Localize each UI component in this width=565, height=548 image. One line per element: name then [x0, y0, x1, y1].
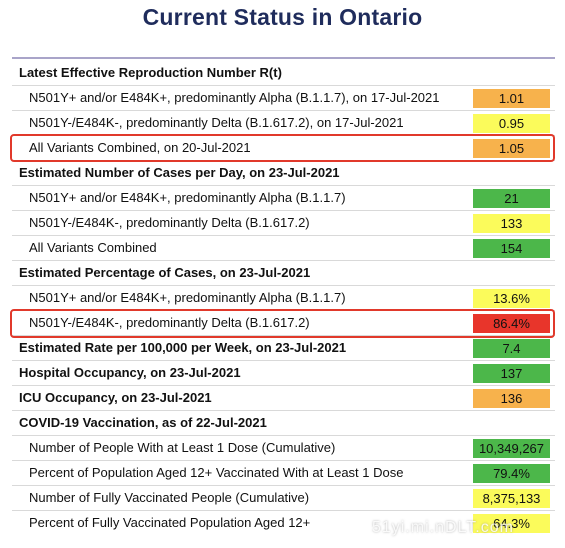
highlight-box-delta-percentage: [10, 309, 555, 338]
row-label: Percent of Population Aged 12+ Vaccinate…: [29, 465, 404, 480]
row-label: All Variants Combined, on 20-Jul-2021: [29, 140, 251, 155]
highlight-box-all-variants-rt: [10, 134, 555, 162]
row-label: All Variants Combined: [29, 240, 157, 255]
row-value: 0.95: [473, 114, 550, 133]
row-value: 86.4%: [473, 314, 550, 333]
table-row: Number of Fully Vaccinated People (Cumul…: [12, 486, 555, 511]
row-label: Estimated Number of Cases per Day, on 23…: [19, 165, 340, 180]
table-row: All Variants Combined, on 20-Jul-2021 1.…: [12, 136, 555, 161]
row-value: 10,349,267: [473, 439, 550, 458]
row-value: 64.3%: [473, 514, 550, 533]
row-value: 7.4: [473, 339, 550, 358]
table-row: N501Y+ and/or E484K+, predominantly Alph…: [12, 286, 555, 311]
row-label: ICU Occupancy, on 23-Jul-2021: [19, 390, 212, 405]
row-label: Latest Effective Reproduction Number R(t…: [19, 65, 282, 80]
row-label: COVID-19 Vaccination, as of 22-Jul-2021: [19, 415, 267, 430]
row-value: 79.4%: [473, 464, 550, 483]
table-row: All Variants Combined 154: [12, 236, 555, 261]
section-header-percentage-of-cases: Estimated Percentage of Cases, on 23-Jul…: [12, 261, 555, 286]
table-row: ICU Occupancy, on 23-Jul-2021 136: [12, 386, 555, 411]
row-value: 1.01: [473, 89, 550, 108]
row-value: 137: [473, 364, 550, 383]
row-value: 8,375,133: [473, 489, 550, 508]
section-header-cases-per-day: Estimated Number of Cases per Day, on 23…: [12, 161, 555, 186]
table-row: N501Y-/E484K-, predominantly Delta (B.1.…: [12, 311, 555, 336]
watermark: 51yi.mi.nDLT.com: [372, 519, 514, 536]
row-value: 13.6%: [473, 289, 550, 308]
row-label: Number of People With at Least 1 Dose (C…: [29, 440, 336, 455]
page-title: Current Status in Ontario: [142, 4, 423, 30]
row-label: Number of Fully Vaccinated People (Cumul…: [29, 490, 310, 505]
table-row: N501Y-/E484K-, predominantly Delta (B.1.…: [12, 211, 555, 236]
row-label: N501Y+ and/or E484K+, predominantly Alph…: [29, 290, 346, 305]
row-label: Estimated Rate per 100,000 per Week, on …: [19, 340, 347, 355]
table-row: N501Y+ and/or E484K+, predominantly Alph…: [12, 186, 555, 211]
row-value: 21: [473, 189, 550, 208]
table-row: Hospital Occupancy, on 23-Jul-2021 137: [12, 361, 555, 386]
table-row: Number of People With at Least 1 Dose (C…: [12, 436, 555, 461]
table-row: Estimated Rate per 100,000 per Week, on …: [12, 336, 555, 361]
row-label: N501Y-/E484K-, predominantly Delta (B.1.…: [29, 315, 310, 330]
title-divider: [12, 57, 555, 59]
row-value: 154: [473, 239, 550, 258]
row-value: 133: [473, 214, 550, 233]
row-label: Percent of Fully Vaccinated Population A…: [29, 515, 311, 530]
row-label: N501Y+ and/or E484K+, predominantly Alph…: [29, 90, 440, 105]
row-label: Hospital Occupancy, on 23-Jul-2021: [19, 365, 241, 380]
section-header-reproduction-number: Latest Effective Reproduction Number R(t…: [12, 61, 555, 86]
status-table: Latest Effective Reproduction Number R(t…: [12, 61, 555, 536]
section-header-vaccination: COVID-19 Vaccination, as of 22-Jul-2021: [12, 411, 555, 436]
table-row: N501Y-/E484K-, predominantly Delta (B.1.…: [12, 111, 555, 136]
row-value: 1.05: [473, 139, 550, 158]
row-label: N501Y-/E484K-, predominantly Delta (B.1.…: [29, 115, 404, 130]
row-label: Estimated Percentage of Cases, on 23-Jul…: [19, 265, 311, 280]
table-row: N501Y+ and/or E484K+, predominantly Alph…: [12, 86, 555, 111]
row-label: N501Y+ and/or E484K+, predominantly Alph…: [29, 190, 346, 205]
row-value: 136: [473, 389, 550, 408]
table-row: Percent of Fully Vaccinated Population A…: [12, 511, 555, 536]
row-label: N501Y-/E484K-, predominantly Delta (B.1.…: [29, 215, 310, 230]
table-row: Percent of Population Aged 12+ Vaccinate…: [12, 461, 555, 486]
